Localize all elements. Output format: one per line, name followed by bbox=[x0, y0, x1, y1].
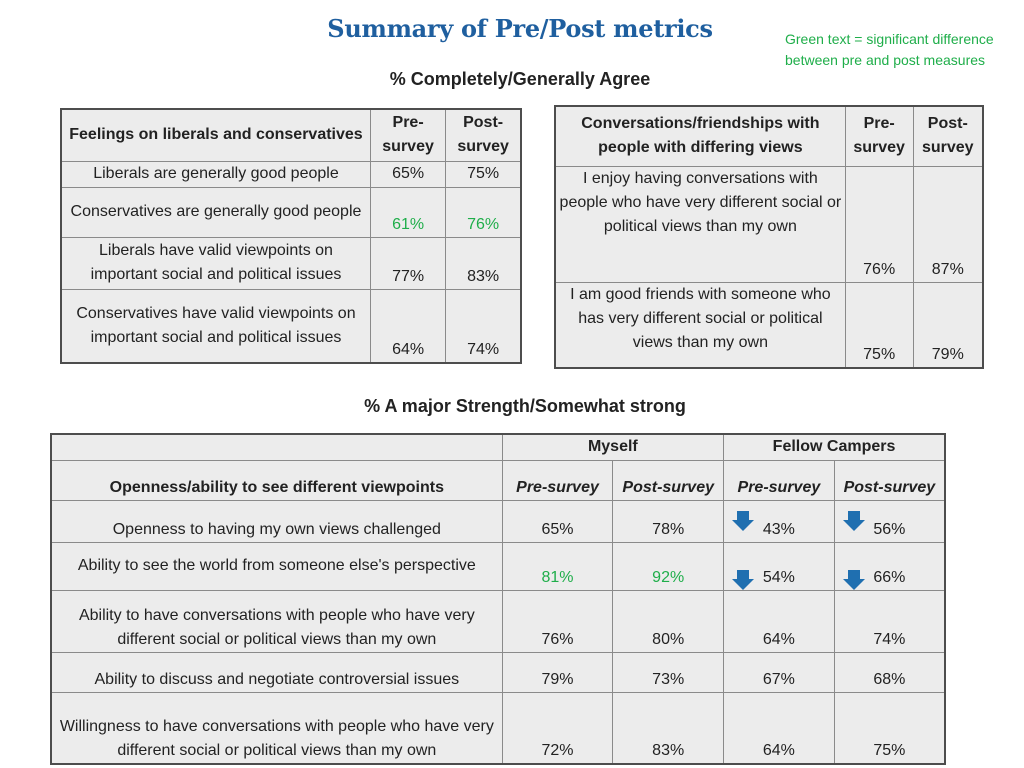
legend-note: Green text = significant difference betw… bbox=[785, 31, 994, 68]
post-value: 87% bbox=[912, 165, 984, 283]
my-pre-value: 79% bbox=[501, 651, 614, 693]
down-arrow-icon bbox=[732, 511, 755, 531]
table-header-row: Conversations/friendships with people wi… bbox=[554, 105, 984, 167]
down-arrow-icon bbox=[842, 569, 865, 590]
column-header-my-pre: Pre-survey bbox=[501, 459, 614, 501]
table-row: I enjoy having conversations with people… bbox=[554, 165, 984, 283]
group-header-row: Myself Fellow Campers bbox=[50, 433, 946, 461]
pre-value: 64% bbox=[369, 288, 447, 364]
down-arrow-icon bbox=[842, 511, 865, 531]
fc-post-cell: 66% bbox=[833, 541, 946, 591]
fc-post-cell: 56% bbox=[833, 499, 946, 543]
column-header: Feelings on liberals and conservatives bbox=[60, 108, 371, 162]
post-value: 83% bbox=[445, 236, 522, 290]
section2-title: % A major Strength/Somewhat strong bbox=[364, 396, 686, 416]
column-header-fc-post: Post-survey bbox=[833, 459, 946, 501]
row-label: Conservatives have valid viewpoints on i… bbox=[60, 288, 371, 364]
down-arrow-icon bbox=[732, 569, 755, 590]
post-value: 79% bbox=[912, 281, 984, 369]
pre-value: 75% bbox=[844, 281, 914, 369]
page-title: Summary of Pre/Post metrics bbox=[327, 14, 713, 43]
column-header-pre: Pre-survey bbox=[369, 108, 447, 162]
my-pre-value: 72% bbox=[501, 691, 614, 765]
pre-value: 61% bbox=[369, 186, 447, 238]
table-row: Ability to discuss and negotiate controv… bbox=[50, 651, 946, 693]
row-label: Willingness to have conversations with p… bbox=[50, 691, 503, 765]
my-post-value: 78% bbox=[612, 499, 725, 543]
table-row: Conservatives are generally good people … bbox=[60, 186, 522, 238]
table-row: I am good friends with someone who has v… bbox=[554, 281, 984, 369]
fc-pre-cell: 54% bbox=[723, 541, 835, 591]
row-label: Ability to discuss and negotiate controv… bbox=[50, 651, 503, 693]
pre-value: 76% bbox=[844, 165, 914, 283]
fc-post-value: 56% bbox=[873, 520, 906, 538]
table-row: Conservatives have valid viewpoints on i… bbox=[60, 288, 522, 364]
table-header-row: Feelings on liberals and conservatives P… bbox=[60, 108, 522, 162]
pre-value: 65% bbox=[369, 160, 447, 188]
table-row: Ability to see the world from someone el… bbox=[50, 541, 946, 591]
group-header-myself: Myself bbox=[501, 433, 725, 461]
row-label: I am good friends with someone who has v… bbox=[554, 281, 846, 369]
openness-table: Myself Fellow Campers Openness/ability t… bbox=[50, 433, 946, 765]
fc-pre-value: 64% bbox=[723, 691, 835, 765]
my-post-value: 83% bbox=[612, 691, 725, 765]
fc-post-value: 66% bbox=[873, 568, 906, 586]
conversations-table: Conversations/friendships with people wi… bbox=[554, 105, 984, 369]
row-label: Ability to see the world from someone el… bbox=[50, 541, 503, 591]
table-row: Openness to having my own views challeng… bbox=[50, 499, 946, 543]
column-header-post: Post-survey bbox=[912, 105, 984, 167]
fc-pre-value: 54% bbox=[762, 568, 795, 586]
column-header-my-post: Post-survey bbox=[612, 459, 725, 501]
table-row: Willingness to have conversations with p… bbox=[50, 691, 946, 765]
my-post-value: 80% bbox=[612, 589, 725, 653]
my-pre-value: 81% bbox=[501, 541, 614, 591]
row-label: Openness to having my own views challeng… bbox=[50, 499, 503, 543]
my-pre-value: 76% bbox=[501, 589, 614, 653]
feelings-table: Feelings on liberals and conservatives P… bbox=[60, 108, 522, 364]
post-value: 75% bbox=[445, 160, 522, 188]
table-row: Liberals have valid viewpoints on import… bbox=[60, 236, 522, 290]
fc-post-value: 75% bbox=[833, 691, 946, 765]
row-label: Ability to have conversations with peopl… bbox=[50, 589, 503, 653]
section1-title: % Completely/Generally Agree bbox=[389, 69, 651, 89]
fc-pre-value: 67% bbox=[723, 651, 835, 693]
empty-header bbox=[50, 433, 503, 461]
fc-post-value: 68% bbox=[833, 651, 946, 693]
post-value: 74% bbox=[445, 288, 522, 364]
table-row: Liberals are generally good people 65% 7… bbox=[60, 160, 522, 188]
column-header: Openness/ability to see different viewpo… bbox=[50, 459, 503, 501]
row-label: Liberals are generally good people bbox=[60, 160, 371, 188]
column-header-pre: Pre-survey bbox=[844, 105, 914, 167]
table-row: Ability to have conversations with peopl… bbox=[50, 589, 946, 653]
fc-pre-value: 64% bbox=[723, 589, 835, 653]
row-label: Conservatives are generally good people bbox=[60, 186, 371, 238]
my-post-value: 92% bbox=[612, 541, 725, 591]
table-header-row: Openness/ability to see different viewpo… bbox=[50, 459, 946, 501]
post-value: 76% bbox=[445, 186, 522, 238]
pre-value: 77% bbox=[369, 236, 447, 290]
my-post-value: 73% bbox=[612, 651, 725, 693]
column-header: Conversations/friendships with people wi… bbox=[554, 105, 846, 167]
fc-post-value: 74% bbox=[833, 589, 946, 653]
column-header-fc-pre: Pre-survey bbox=[723, 459, 835, 501]
group-header-fellow-campers: Fellow Campers bbox=[723, 433, 946, 461]
fc-pre-value: 43% bbox=[762, 520, 795, 538]
row-label: I enjoy having conversations with people… bbox=[554, 165, 846, 283]
column-header-post: Post-survey bbox=[445, 108, 522, 162]
my-pre-value: 65% bbox=[501, 499, 614, 543]
row-label: Liberals have valid viewpoints on import… bbox=[60, 236, 371, 290]
fc-pre-cell: 43% bbox=[723, 499, 835, 543]
